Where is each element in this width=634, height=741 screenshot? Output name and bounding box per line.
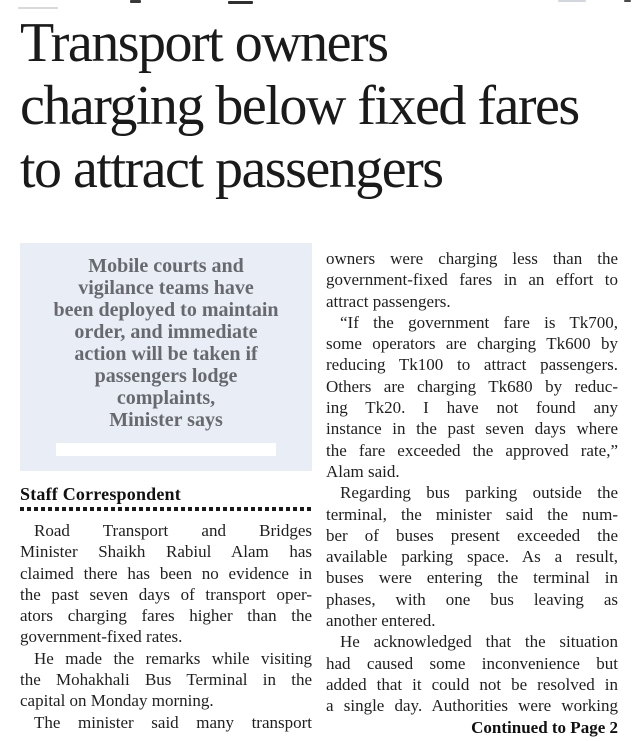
text-line: capital on Monday morning. [20,691,214,711]
text-line: ber of buses present exceeded the [326,525,618,545]
text-line: Others are charging Tk680 by reduc- [326,376,618,396]
continued-notice: Continued to Page 2 [471,717,618,737]
pull-quote-line: complaints, [116,387,216,409]
text-line: attract passengers. [326,291,451,311]
left-column: Mobile courts and vigilance teams have b… [20,243,312,733]
text-line: “If the government fare is Tk700, [340,312,618,332]
pull-quote-box: Mobile courts and vigilance teams have b… [20,243,312,471]
crop-artifact [18,7,58,9]
text-line: added that it could not be resolved in [326,674,618,694]
paragraph: The minister said many transport [20,712,312,733]
crop-artifact [228,1,253,4]
headline-line: charging below fixed fares [20,75,580,137]
pull-quote-line: passengers lodge [94,365,238,387]
dotted-separator [20,507,312,511]
pull-quote-line: Minister says [109,409,223,431]
pull-quote-line: vigilance teams have [78,277,254,299]
pull-quote-text: Mobile courts and vigilance teams have b… [20,255,312,431]
paragraph: He acknowledged that the situation had ca… [326,631,618,716]
crop-artifact [624,0,631,2]
text-line: another entered. [326,611,436,631]
pull-quote-line: been deployed to maintain [53,299,279,321]
right-column-text: owners were charging less than the govern… [326,248,618,717]
headline-line: to attract passengers [20,138,444,200]
text-line: terminal, the minister said the num- [326,504,618,524]
paragraph: owners were charging less than the govern… [326,248,618,312]
paragraph: “If the government fare is Tk700, some op… [326,312,618,482]
text-line: some operators are charging Tk600 by [326,334,618,354]
text-line: government-fixed rates. [20,627,183,647]
left-column-text: Road Transport and Bridges Minister Shaik… [20,520,312,733]
text-line: instance in the past seven days where [326,419,618,439]
text-line: the past seven days of transport oper- [20,584,312,604]
redaction-bar [56,443,276,456]
text-line: ing Tk20. I have not found any [326,398,618,418]
headline: Transport owners charging below fixed fa… [20,12,620,201]
crop-artifact [558,0,586,2]
paragraph: Regarding bus parking outside the termina… [326,482,618,631]
text-line: the Mohakhali Bus Terminal in the [20,670,312,690]
text-line: ators charging fares higher than the [20,606,312,626]
text-line: Alam said. [326,461,400,481]
article-columns: Mobile courts and vigilance teams have b… [20,243,618,738]
paragraph: He made the remarks while visiting the Mo… [20,648,312,712]
text-line: reducing Tk100 to attract passengers. [326,355,618,375]
crop-artifact [130,0,141,3]
text-line: government-fixed fares in an effort to [326,270,618,290]
pull-quote-line: action will be taken if [74,343,258,365]
pull-quote-line: Mobile courts and [88,255,244,277]
text-line: Minister Shaikh Rabiul Alam has [20,542,312,562]
text-line: phases, with one bus leaving as [326,589,618,609]
byline: Staff Correspondent [20,484,181,504]
paragraph: Road Transport and Bridges Minister Shaik… [20,520,312,648]
text-line: buses were entering the terminal in [326,568,618,588]
text-line: had caused some inconvenience but [326,653,618,673]
text-line: Regarding bus parking outside the [340,483,618,503]
text-line: a single day. Authorities were working [326,696,618,716]
headline-line: Transport owners [20,12,389,74]
text-line: The minister said many transport [34,712,312,732]
text-line: He made the remarks while visiting [34,648,312,668]
text-line: owners were charging less than the [326,249,618,268]
text-line: claimed there has been no evidence in [20,563,312,583]
pull-quote-line: order, and immediate [74,321,258,343]
text-line: available parking space. As a result, [326,547,618,567]
right-column: owners were charging less than the govern… [326,243,618,738]
text-line: He acknowledged that the situation [340,632,618,652]
text-line: the fare exceeded the approved rate,” [326,440,618,460]
text-line: Road Transport and Bridges [34,521,312,540]
